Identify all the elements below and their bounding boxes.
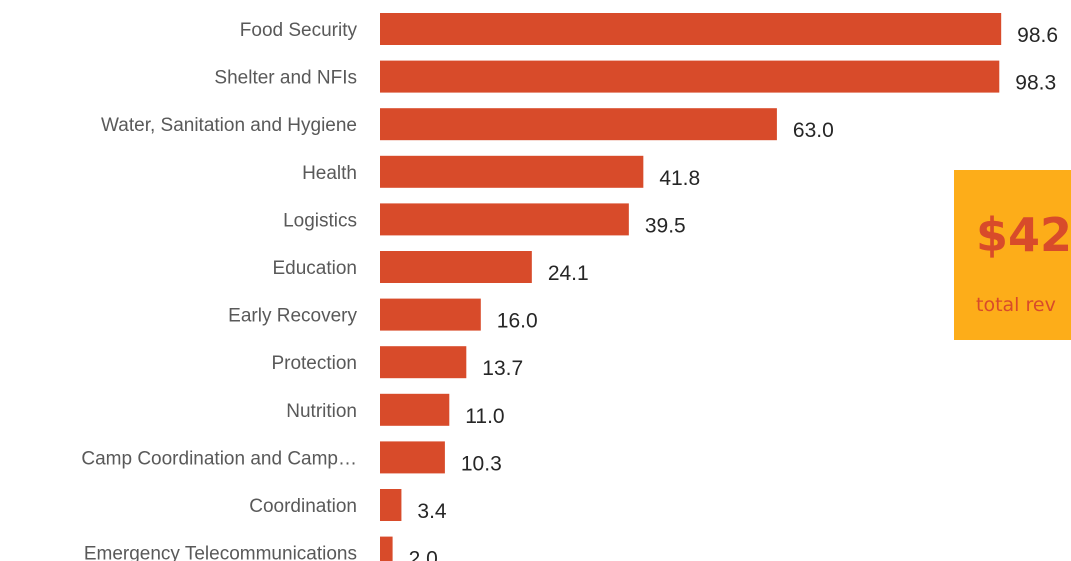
bar xyxy=(380,60,1000,93)
data-label: 11.0 xyxy=(465,405,504,428)
data-label: 41.8 xyxy=(659,167,700,190)
data-label: 98.3 xyxy=(1015,72,1056,95)
bar xyxy=(380,251,532,283)
bar xyxy=(380,346,467,379)
total-revenue-value: $42. xyxy=(976,208,1071,262)
data-label: 24.1 xyxy=(548,262,589,285)
bar xyxy=(380,441,445,474)
total-revenue-card: $42. total rev xyxy=(954,170,1071,340)
total-revenue-caption: total rev xyxy=(976,294,1056,316)
category-label: Protection xyxy=(271,353,357,374)
category-label: Water, Sanitation and Hygiene xyxy=(101,115,357,136)
bar xyxy=(380,13,1002,45)
category-label: Emergency Telecommunications xyxy=(84,544,357,561)
category-label: Food Security xyxy=(240,20,358,41)
category-label: Education xyxy=(272,258,357,279)
category-label: Logistics xyxy=(283,210,357,231)
data-label: 39.5 xyxy=(645,214,686,237)
bar xyxy=(380,536,393,561)
data-label: 3.4 xyxy=(417,500,447,523)
category-label: Nutrition xyxy=(286,401,357,422)
category-label: Health xyxy=(302,163,357,184)
bar xyxy=(380,298,481,331)
bar xyxy=(380,203,629,236)
bar xyxy=(380,489,402,521)
bar xyxy=(380,155,644,188)
bar xyxy=(380,108,777,141)
data-label: 98.6 xyxy=(1017,24,1058,47)
data-label: 10.3 xyxy=(461,452,502,475)
category-label: Coordination xyxy=(249,496,357,517)
category-label: Early Recovery xyxy=(228,306,357,327)
bar xyxy=(380,393,450,426)
category-label: Camp Coordination and Camp… xyxy=(81,448,357,469)
data-label: 16.0 xyxy=(497,310,538,333)
category-label: Shelter and NFIs xyxy=(214,68,357,89)
data-label: 13.7 xyxy=(482,357,523,380)
data-label: 63.0 xyxy=(793,119,834,142)
data-label: 2.0 xyxy=(409,548,438,561)
